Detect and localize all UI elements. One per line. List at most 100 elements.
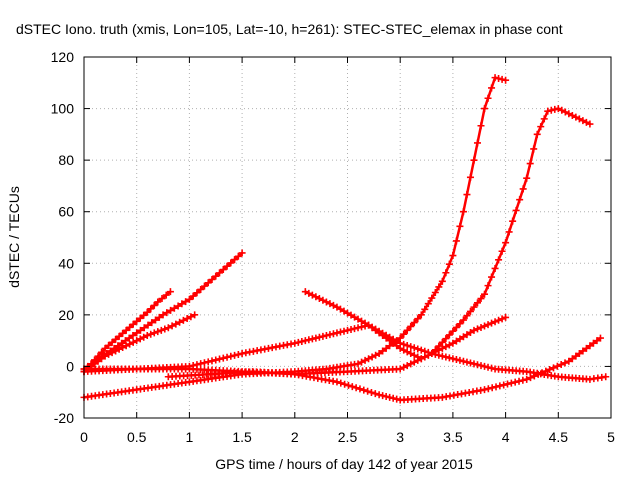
data-point: [329, 330, 337, 338]
data-point: [341, 380, 349, 388]
x-tick-label: 2: [291, 429, 299, 445]
data-point: [414, 345, 422, 353]
data-point: [496, 382, 504, 390]
data-point: [456, 335, 464, 343]
data-point: [488, 273, 496, 281]
data-point: [477, 295, 485, 303]
data-point: [375, 350, 383, 358]
data-point: [452, 237, 460, 245]
x-tick-label: 0: [80, 429, 88, 445]
data-point: [537, 123, 545, 131]
data-point: [575, 115, 583, 123]
data-point: [582, 344, 590, 352]
data-point: [365, 321, 373, 329]
data-point: [575, 350, 583, 358]
series-layer: [80, 74, 610, 404]
data-point: [554, 105, 562, 113]
data-point: [403, 326, 411, 334]
data-point: [466, 173, 474, 181]
data-point: [470, 360, 478, 368]
data-point: [126, 340, 134, 348]
data-point: [449, 252, 457, 260]
data-point: [119, 329, 127, 337]
data-point: [473, 361, 481, 369]
data-point: [352, 384, 360, 392]
x-tick-label: 1: [186, 429, 194, 445]
data-point: [150, 329, 158, 337]
data-point: [473, 299, 481, 307]
data-point: [442, 343, 450, 351]
data-point: [586, 120, 594, 128]
data-point: [466, 359, 474, 367]
data-point: [442, 269, 450, 277]
data-point: [435, 342, 443, 350]
data-point: [519, 376, 527, 384]
data-point: [512, 206, 520, 214]
data-point: [360, 386, 368, 394]
data-point: [108, 349, 116, 357]
data-point: [547, 106, 555, 114]
data-point: [400, 330, 408, 338]
data-point: [193, 289, 201, 297]
data-point: [449, 327, 457, 335]
data-point: [144, 321, 152, 329]
data-point: [431, 289, 439, 297]
data-point: [495, 256, 503, 264]
data-point: [122, 326, 130, 334]
data-point: [463, 191, 471, 199]
data-point: [216, 355, 224, 363]
data-point: [498, 315, 506, 323]
data-point: [484, 94, 492, 102]
data-point: [179, 316, 187, 324]
data-point: [189, 292, 197, 300]
data-point: [143, 331, 151, 339]
data-point: [140, 333, 148, 341]
data-point: [136, 335, 144, 343]
data-point: [403, 362, 411, 370]
data-point: [477, 122, 485, 130]
data-point: [168, 322, 176, 330]
data-point: [191, 311, 199, 319]
x-tick-label: 0.5: [127, 429, 147, 445]
data-point: [470, 156, 478, 164]
data-point: [105, 350, 113, 358]
data-point: [551, 105, 559, 113]
data-point: [428, 350, 436, 358]
data-point: [216, 269, 224, 277]
data-point: [319, 332, 327, 340]
data-point: [530, 145, 538, 153]
data-point: [463, 331, 471, 339]
data-point: [488, 84, 496, 92]
data-point: [129, 320, 137, 328]
data-point: [157, 326, 165, 334]
data-point: [167, 306, 175, 314]
data-point: [336, 305, 344, 313]
data-point: [375, 391, 383, 399]
data-point: [386, 333, 394, 341]
data-point: [115, 345, 123, 353]
data-point: [565, 357, 573, 365]
data-point: [540, 115, 548, 123]
y-tick-label: 40: [58, 255, 74, 271]
data-point: [333, 303, 341, 311]
data-point: [147, 330, 155, 338]
grid: [84, 57, 611, 418]
y-tick-label: 80: [58, 152, 74, 168]
data-point: [523, 375, 531, 383]
data-point: [354, 315, 362, 323]
data-point: [438, 338, 446, 346]
data-point: [414, 356, 422, 364]
data-point: [466, 328, 474, 336]
data-point: [234, 350, 242, 358]
data-point: [400, 340, 408, 348]
data-point: [105, 341, 113, 349]
data-point: [219, 266, 227, 274]
data-point: [495, 74, 503, 82]
x-tick-label: 4: [502, 429, 510, 445]
data-point: [445, 331, 453, 339]
data-point: [410, 344, 418, 352]
data-point: [407, 360, 415, 368]
data-point: [305, 289, 313, 297]
data-point: [315, 333, 323, 341]
data-point: [463, 358, 471, 366]
